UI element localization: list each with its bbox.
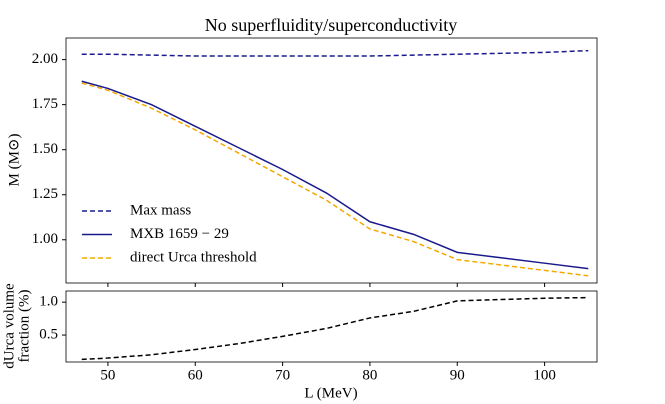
x-tick-label: 80 [362, 367, 377, 383]
x-tick-label: 70 [275, 367, 290, 383]
series-line [81, 80, 589, 270]
y-tick-label: 1.25 [32, 186, 58, 202]
y-tick-label: 1.75 [32, 96, 58, 112]
plot-frame [65, 290, 598, 363]
x-axis-label: L (MeV) [304, 385, 357, 401]
series-line [81, 82, 589, 277]
legend-label: Max mass [130, 202, 191, 218]
y-axis-label: M (M⊙) [6, 134, 22, 187]
y-axis-label: fraction (%) [16, 290, 32, 363]
x-tick-label: 90 [450, 367, 465, 383]
series-line [81, 296, 589, 361]
y-tick-label: 0.5 [39, 326, 58, 342]
y-tick-label: 1.0 [39, 294, 58, 310]
legend-label: direct Urca threshold [130, 249, 257, 265]
y-axis-label: dUrca volume [1, 283, 17, 369]
y-tick-label: 1.00 [32, 231, 58, 247]
y-tick-label: 2.00 [32, 51, 58, 67]
x-tick-label: 60 [188, 367, 203, 383]
legend-label: MXB 1659 − 29 [130, 226, 229, 242]
x-tick-label: 100 [533, 367, 556, 383]
x-tick-label: 50 [100, 367, 115, 383]
plot-frame [65, 37, 598, 284]
y-tick-label: 1.50 [32, 141, 58, 157]
series-line [81, 49, 589, 57]
chart-title: No superfluidity/superconductivity [205, 15, 457, 35]
